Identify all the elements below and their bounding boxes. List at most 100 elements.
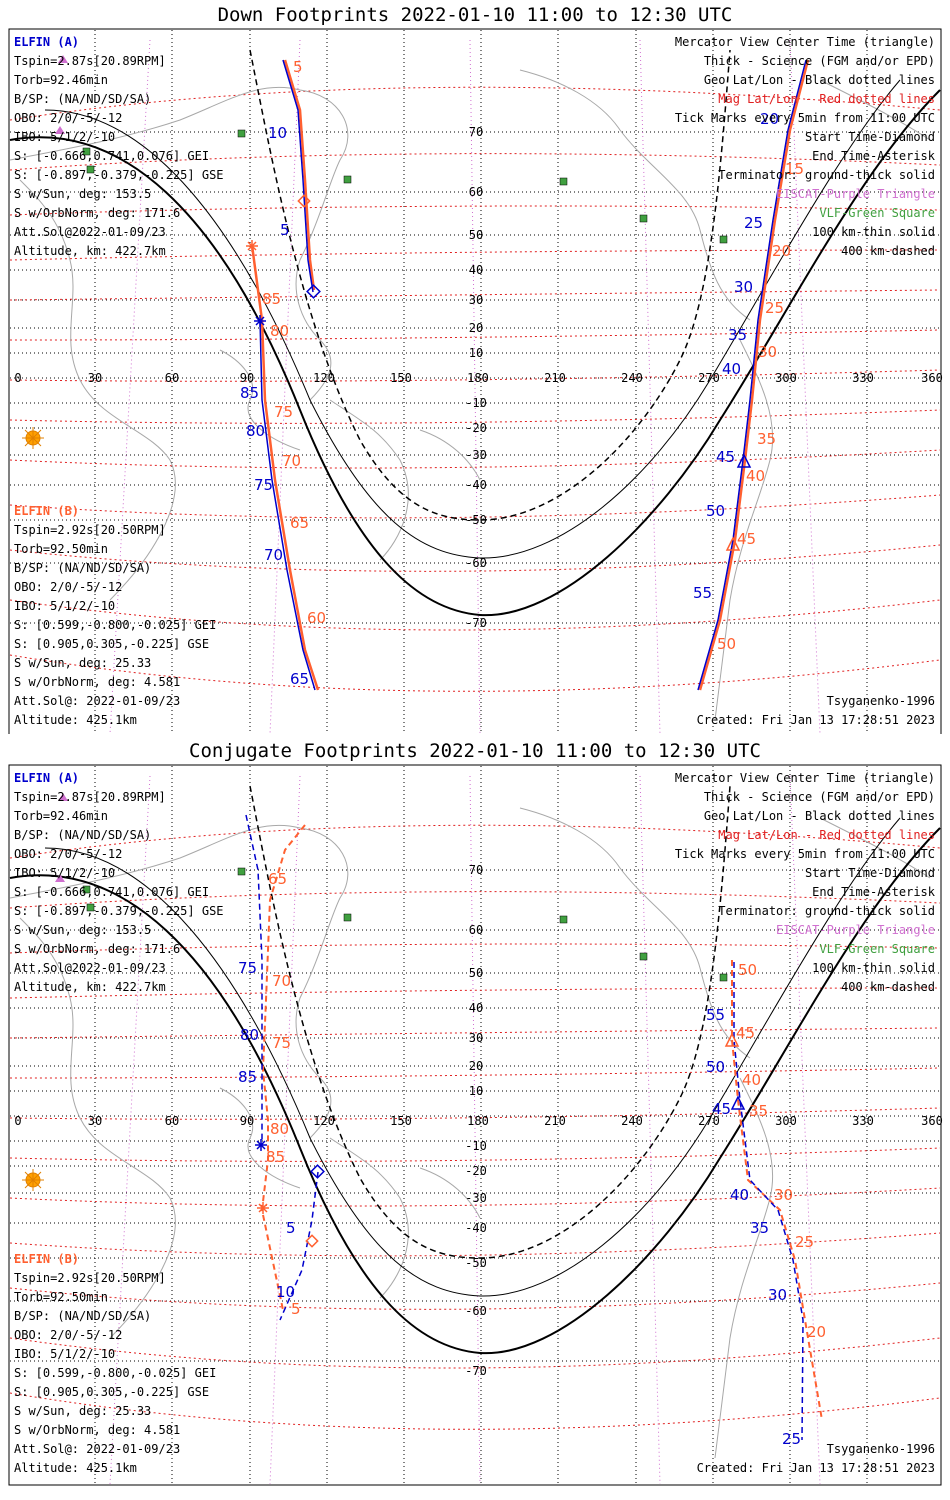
legend-entry: EISCAT-Purple Triangle: [776, 923, 935, 937]
tick-label: 75: [272, 1034, 291, 1052]
tick-label: 10: [268, 124, 287, 142]
tick-label: 45: [736, 1024, 755, 1042]
info-line: Att.Sol@: 2022-01-09/23: [14, 694, 180, 708]
panel1-title: Down Footprints 2022-01-10 11:00 to 12:3…: [217, 4, 733, 26]
lon-label: 90: [240, 1114, 254, 1128]
lat-label: 20: [469, 1059, 483, 1073]
panel2-coastlines: [9, 807, 931, 1459]
panel2-track-a-labels: 75 80 85 5 10 55 50 45 40 35 30 25: [238, 959, 801, 1448]
info-line: Att.Sol@2022-01-09/23: [14, 225, 166, 239]
tick-label: 45: [712, 1100, 731, 1118]
legend-entry: Tick Marks every 5min from 11:00 UTC: [675, 111, 935, 125]
lat-label: 40: [469, 1001, 483, 1015]
tick-label: 40: [722, 360, 741, 378]
lon-label: 180: [467, 1114, 489, 1128]
info-line: Torb=92.50min: [14, 1290, 108, 1304]
tick-label: 35: [728, 326, 747, 344]
panel1-b-center-triangle: [725, 536, 741, 551]
tick-label: 5: [280, 221, 290, 239]
panel1-terminator-400km: [249, 49, 731, 521]
legend-entry: 100 km-thin solid: [812, 225, 935, 239]
panel2-lon-labels: 0 30 60 90 120 150 180 210 240 270 300 3…: [14, 1114, 942, 1128]
lat-label: 30: [469, 293, 483, 307]
panel1-b-start-diamond: [297, 194, 311, 208]
tick-label: 35: [749, 1102, 768, 1120]
tick-label: 25: [744, 214, 763, 232]
info-line: Torb=92.46min: [14, 73, 108, 87]
lat-label: -30: [465, 448, 487, 462]
info-line: S w/OrbNorm, deg: 171.6: [14, 206, 180, 220]
panel2-a-start-diamond: [310, 1164, 325, 1179]
created-label: Created: Fri Jan 13 17:28:51 2023: [697, 1461, 935, 1475]
info-line: S w/Sun, deg: 25.33: [14, 656, 151, 670]
lon-label: 150: [390, 1114, 412, 1128]
lat-label: 30: [469, 1031, 483, 1045]
lat-label: 50: [469, 966, 483, 980]
model-label: Tsyganenko-1996: [827, 1442, 935, 1456]
lon-label: 330: [852, 371, 874, 385]
tick-label: 45: [737, 530, 756, 548]
lat-label: 70: [469, 863, 483, 877]
elfin-b-header: ELFIN (B): [14, 504, 79, 518]
panel1-track-b-labels: 5 85 80 75 70 65 60 15 20 25 30 35 40 45…: [262, 58, 804, 653]
panel1-sun-icon: [22, 427, 44, 449]
panel2-map: 0 30 60 90 120 150 180 210 240 270 300 3…: [8, 764, 943, 1486]
panel2-b-start-diamond: [305, 1234, 319, 1248]
panel2-track-a-east: [733, 962, 804, 1441]
tick-label: 80: [270, 1120, 289, 1138]
info-line: IBO: 5/1/2/-10: [14, 599, 115, 613]
panel2-eiscat-triangle: [55, 874, 65, 882]
lat-label: -60: [465, 556, 487, 570]
tick-label: 40: [746, 467, 765, 485]
info-line: Tspin=2.92s[20.50RPM]: [14, 523, 166, 537]
tick-label: 50: [706, 1058, 725, 1076]
tick-label: 45: [716, 448, 735, 466]
lon-label: 150: [390, 371, 412, 385]
info-line: S w/OrbNorm, deg: 4.581: [14, 1423, 180, 1437]
legend-entry: VLF-Green Square: [819, 942, 935, 956]
info-line: Torb=92.46min: [14, 809, 108, 823]
panel1-geo-lon-grid: [94, 30, 868, 734]
info-line: S: [-0.897,-0.379,-0.225] GSE: [14, 168, 224, 182]
info-line: S w/OrbNorm, deg: 4.581: [14, 675, 180, 689]
panel2-terminator-400km: [249, 785, 731, 1259]
legend-entry: Geo Lat/Lon - Black dotted lines: [704, 73, 935, 87]
info-line: B/SP: (NA/ND/SD/SA): [14, 92, 151, 106]
lon-label: 240: [621, 1114, 643, 1128]
tick-label: 65: [290, 670, 309, 688]
info-line: Torb=92.50min: [14, 542, 108, 556]
lat-label: -40: [465, 1221, 487, 1235]
legend-entry: Mercator View Center Time (triangle): [675, 771, 935, 785]
tick-label: 85: [262, 290, 281, 308]
panel1-track-a-east: [697, 59, 807, 691]
panel1-eiscat-triangle: [55, 126, 65, 134]
info-line: S w/Sun, deg: 25.33: [14, 1404, 151, 1418]
panel2-track-a-west-south: [279, 1171, 319, 1321]
lon-label: 360: [921, 371, 943, 385]
lon-label: 270: [698, 1114, 720, 1128]
panel2-mag-grid: [9, 824, 941, 1430]
info-line: S: [0.599,-0.800,-0.025] GEI: [14, 618, 216, 632]
lat-label: 10: [469, 346, 483, 360]
info-line: S: [0.905,0.305,-0.225] GSE: [14, 1385, 209, 1399]
info-line: Tspin=2.87s[20.89RPM]: [14, 790, 166, 804]
tick-label: 55: [693, 584, 712, 602]
lon-label: 210: [544, 371, 566, 385]
panel1-lon-labels: 0 30 60 90 120 150 180 210 240 270 300 3…: [14, 371, 942, 385]
legend-entry: EISCAT-Purple Triangle: [776, 187, 935, 201]
panel2-lat-labels: 70 60 50 40 30 20 10 -10 -20 -30 -40 -50…: [465, 863, 487, 1378]
info-line: OBO: 2/0/-5/-12: [14, 580, 122, 594]
panel2-vlf-stations: [82, 867, 728, 982]
lon-label: 300: [775, 1114, 797, 1128]
tick-label: 30: [734, 278, 753, 296]
panel2-b-center-triangle: [724, 1032, 740, 1047]
lat-label: -50: [465, 1256, 487, 1270]
info-line: IBO: 5/1/2/-10: [14, 866, 115, 880]
legend-entry: End Time-Asterisk: [812, 149, 936, 163]
info-line: Tspin=2.87s[20.89RPM]: [14, 54, 166, 68]
info-line: OBO: 2/0/-5/-12: [14, 111, 122, 125]
info-line: S w/Sun, deg: 153.5: [14, 923, 151, 937]
info-line: S w/OrbNorm, deg: 171.6: [14, 942, 180, 956]
lat-label: -60: [465, 1304, 487, 1318]
panel2-eiscat-triangle: [58, 793, 68, 801]
